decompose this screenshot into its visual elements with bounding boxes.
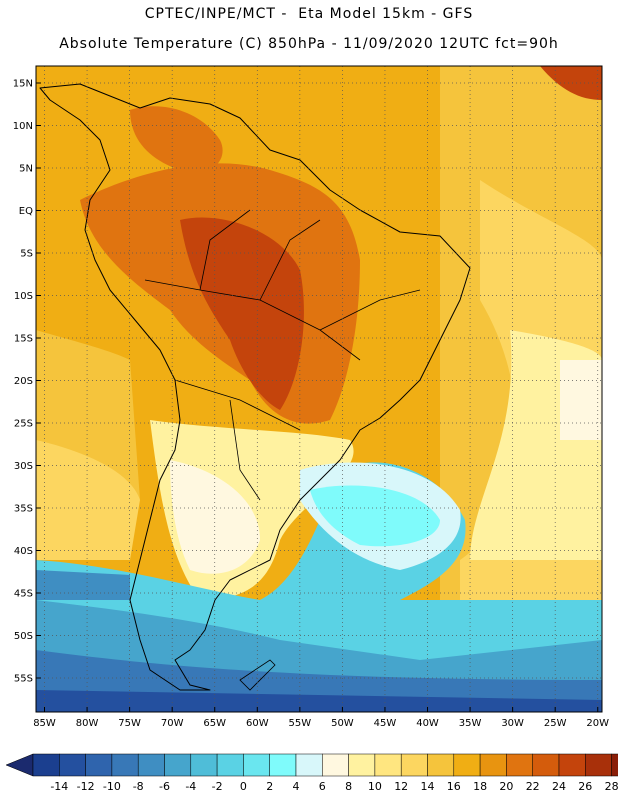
field-sw-cold xyxy=(36,570,130,600)
lon-label: 70W xyxy=(161,718,184,729)
colorbar-label: 10 xyxy=(368,780,382,793)
colorbar-swatch xyxy=(400,753,428,777)
colorbar-swatch xyxy=(479,753,507,777)
colorbar-swatch xyxy=(32,753,60,777)
colorbar-swatch xyxy=(85,753,113,777)
colorbar-label: 8 xyxy=(345,780,352,793)
lon-label: 25W xyxy=(544,718,567,729)
temperature-field xyxy=(36,66,602,712)
map-frame xyxy=(35,65,603,713)
lat-label: 35S xyxy=(14,504,33,515)
field-coldest-south xyxy=(36,690,602,712)
colorbar-swatch xyxy=(453,753,481,777)
colorbar-swatch xyxy=(558,753,586,777)
lat-label: 50S xyxy=(14,631,33,642)
lat-label: EQ xyxy=(19,206,33,217)
colorbar-swatch xyxy=(137,753,165,777)
lat-label: 15S xyxy=(14,334,33,345)
latitude-labels: 15N 10N 5N EQ 5S 10S 15S 20S 25S 30S 35S 40S 45S 50S 5… xyxy=(13,79,33,685)
lon-label: 40W xyxy=(416,718,439,729)
colorbar-label: 12 xyxy=(394,780,408,793)
title-line-2: Absolute Temperature (C) 850hPa - 11/09/… xyxy=(59,36,559,52)
colorbar-label: 20 xyxy=(499,780,513,793)
colorbar-swatch xyxy=(243,753,270,777)
lat-label: 45S xyxy=(14,589,33,600)
colorbar-swatch xyxy=(295,753,323,777)
colorbar-label: -6 xyxy=(159,780,170,793)
colorbar-label: 4 xyxy=(293,780,300,793)
colorbar-swatch xyxy=(190,753,218,777)
longitude-labels: 85W 80W 75W 70W 65W 60W 55W 50W 45W 40W 35W 30W 25W 2… xyxy=(33,718,609,729)
lon-label: 50W xyxy=(331,718,354,729)
lat-label: 5N xyxy=(19,164,33,175)
colorbar-label: 0 xyxy=(240,780,247,793)
colorbar-swatch xyxy=(348,753,376,777)
colorbar-label: 16 xyxy=(447,780,461,793)
colorbar-label: -2 xyxy=(212,780,223,793)
colorbar-swatch xyxy=(506,753,533,777)
colorbar-label: -10 xyxy=(103,780,121,793)
colorbar-label: 2 xyxy=(266,780,273,793)
lat-label: 5S xyxy=(20,249,33,260)
colorbar-label: -14 xyxy=(50,780,68,793)
colorbar-swatch xyxy=(164,753,192,777)
lon-label: 45W xyxy=(374,718,397,729)
title-line-1: CPTEC/INPE/MCT - Eta Model 15km - GFS xyxy=(144,6,474,22)
field-continent-hottest xyxy=(180,217,304,410)
colorbar-label: -8 xyxy=(133,780,144,793)
lat-label: 40S xyxy=(14,546,33,557)
colorbar-label: 26 xyxy=(578,780,592,793)
lon-label: 65W xyxy=(203,718,226,729)
lat-label: 25S xyxy=(14,419,33,430)
coastline xyxy=(39,83,471,691)
colorbar-label: 14 xyxy=(421,780,435,793)
colorbar-label: -4 xyxy=(185,780,196,793)
colorbar-label: 6 xyxy=(319,780,326,793)
country-borders xyxy=(144,209,421,501)
colorbar-swatch xyxy=(532,753,560,777)
lat-label: 20S xyxy=(14,376,33,387)
colorbar-label: 18 xyxy=(473,780,487,793)
lon-label: 75W xyxy=(118,718,141,729)
lon-label: 20W xyxy=(586,718,609,729)
colorbar-label: -12 xyxy=(77,780,95,793)
colorbar-swatch xyxy=(216,753,244,777)
lon-label: 85W xyxy=(33,718,56,729)
lat-label: 15N xyxy=(13,79,33,90)
lon-label: 30W xyxy=(501,718,524,729)
colorbar-swatch xyxy=(269,753,297,777)
axis-ticks xyxy=(36,82,599,712)
field-cone-pale xyxy=(170,460,260,574)
lon-label: 80W xyxy=(76,718,99,729)
island xyxy=(239,659,276,691)
colorbar-label: 22 xyxy=(526,780,540,793)
lat-label: 10N xyxy=(13,121,33,132)
field-cold-plume xyxy=(310,485,440,547)
colorbar-swatch xyxy=(374,753,402,777)
colorbar-swatch xyxy=(111,753,139,777)
colorbar-label: 24 xyxy=(552,780,566,793)
lon-label: 60W xyxy=(246,718,269,729)
colorbar-arrow-left xyxy=(5,753,34,777)
colorbar-swatch xyxy=(427,753,455,777)
colorbar-swatch xyxy=(585,753,612,777)
colorbar-swatch xyxy=(322,753,349,777)
colorbar-label: 28 xyxy=(605,780,618,793)
field-north-hot xyxy=(130,106,223,173)
lon-label: 35W xyxy=(459,718,482,729)
colorbar-swatch xyxy=(611,753,618,777)
field-pacific-mild xyxy=(36,440,140,560)
lat-label: 30S xyxy=(14,461,33,472)
colorbar-swatch xyxy=(59,753,86,777)
field-atlantic-pale xyxy=(560,360,602,440)
lat-label: 55S xyxy=(14,674,33,685)
lon-label: 55W xyxy=(289,718,312,729)
colorbar: -14 -12 -10 -8 -6 -4 -2 0 2 4 6 8 10 12 14 16 18 20 22 24 26… xyxy=(5,753,618,793)
lat-label: 10S xyxy=(14,291,33,302)
